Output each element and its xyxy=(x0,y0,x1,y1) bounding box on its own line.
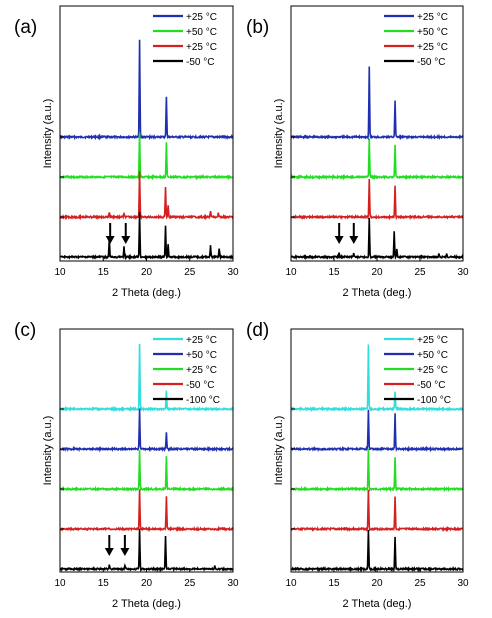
x-tick-label: 25 xyxy=(414,267,426,278)
x-tick-label: 15 xyxy=(328,578,340,589)
y-axis-label: Intensity (a.u.) xyxy=(42,99,54,169)
x-tick-label: 20 xyxy=(141,578,153,589)
x-tick-label: 10 xyxy=(54,267,66,278)
chart-panel: (b) 10 15 20 25 30 2 Theta (deg.) Intensity (a.… xyxy=(246,5,469,299)
legend-label: +25 °C xyxy=(186,365,217,376)
legend-label: +50 °C xyxy=(417,27,448,38)
series-line xyxy=(60,211,233,261)
arrow-head xyxy=(334,236,344,244)
series-line xyxy=(291,344,463,413)
x-tick-label: 30 xyxy=(227,267,239,278)
x-tick-label: 15 xyxy=(328,267,340,278)
series-line xyxy=(60,171,233,221)
legend-label: +50 °C xyxy=(186,27,217,38)
series-line xyxy=(60,528,233,572)
panel-label: (c) xyxy=(14,320,36,341)
legend-label: +25 °C xyxy=(417,12,448,23)
legend-label: +25 °C xyxy=(417,335,448,346)
legend-label: -100 °C xyxy=(186,395,220,406)
x-tick-label: 20 xyxy=(141,267,153,278)
series-line xyxy=(60,39,233,141)
legend-label: +25 °C xyxy=(417,42,448,53)
arrow-head xyxy=(120,548,130,556)
arrow-head xyxy=(349,236,359,244)
series-line xyxy=(291,138,463,181)
series-line xyxy=(291,529,463,572)
x-axis-label: 2 Theta (deg.) xyxy=(343,287,412,299)
panel-label: (b) xyxy=(246,17,269,38)
series-line xyxy=(291,179,463,221)
series-line xyxy=(291,409,463,453)
legend-label: +50 °C xyxy=(417,350,448,361)
y-axis-label: Intensity (a.u.) xyxy=(273,416,285,486)
x-tick-label: 10 xyxy=(285,578,297,589)
x-tick-label: 10 xyxy=(54,578,66,589)
x-tick-label: 30 xyxy=(227,578,239,589)
x-tick-label: 10 xyxy=(285,267,297,278)
x-tick-label: 30 xyxy=(457,267,469,278)
y-axis-label: Intensity (a.u.) xyxy=(273,99,285,169)
chart-panel: (d) 10 15 20 25 30 2 Theta (deg.) Intensity (a.… xyxy=(246,320,469,610)
legend-label: -100 °C xyxy=(417,395,451,406)
legend-label: -50 °C xyxy=(417,57,445,68)
x-tick-label: 20 xyxy=(371,267,383,278)
arrow-head xyxy=(121,236,131,244)
series-line xyxy=(291,448,463,493)
x-tick-label: 15 xyxy=(98,267,110,278)
y-axis-label: Intensity (a.u.) xyxy=(42,416,54,486)
legend-label: +25 °C xyxy=(186,42,217,53)
legend-label: -50 °C xyxy=(417,380,445,391)
x-tick-label: 25 xyxy=(414,578,426,589)
x-tick-label: 30 xyxy=(457,578,469,589)
legend-label: +50 °C xyxy=(186,350,217,361)
x-tick-label: 25 xyxy=(184,578,196,589)
x-tick-label: 20 xyxy=(371,578,383,589)
arrow-head xyxy=(105,236,115,244)
series-line xyxy=(60,408,233,453)
series-line xyxy=(60,343,233,413)
x-tick-label: 25 xyxy=(184,267,196,278)
series-line xyxy=(291,217,463,261)
x-axis-label: 2 Theta (deg.) xyxy=(343,598,412,610)
arrow-head xyxy=(104,548,114,556)
legend-label: +25 °C xyxy=(186,12,217,23)
chart-panel: (c) 10 15 20 25 30 2 Theta (deg.) Intensity (a.… xyxy=(14,320,239,610)
legend-label: +25 °C xyxy=(417,365,448,376)
legend-label: -50 °C xyxy=(186,57,214,68)
x-axis-label: 2 Theta (deg.) xyxy=(112,287,181,299)
legend-label: +25 °C xyxy=(186,335,217,346)
panel-label: (d) xyxy=(246,320,269,341)
series-line xyxy=(60,489,233,533)
series-line xyxy=(291,489,463,533)
series-line xyxy=(60,449,233,493)
series-line xyxy=(60,132,233,181)
x-axis-label: 2 Theta (deg.) xyxy=(112,598,181,610)
series-line xyxy=(291,66,463,141)
legend-label: -50 °C xyxy=(186,380,214,391)
chart-panel: (a) 10 15 20 25 30 2 Theta (deg.) Intensity (a.… xyxy=(14,5,239,299)
x-tick-label: 15 xyxy=(98,578,110,589)
panel-label: (a) xyxy=(14,17,37,38)
